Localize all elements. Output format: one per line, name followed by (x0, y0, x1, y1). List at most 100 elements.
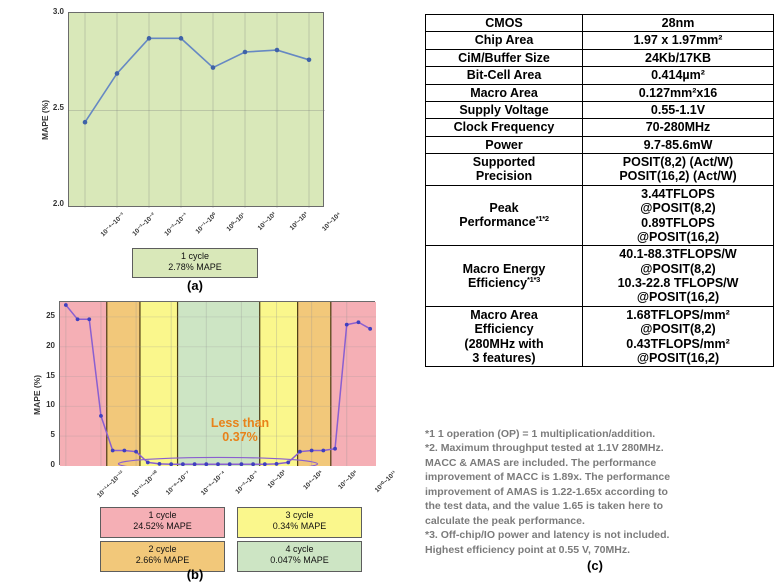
spec-row: Supply Voltage 0.55-1.1V (425, 100, 774, 120)
panel-b-ytick-2: 10 (46, 400, 55, 410)
spec-footnote-line: *3. Off-chip/IO power and latency is not… (425, 529, 670, 542)
spec-row-value: 0.414µm² (582, 66, 774, 85)
spec-row: Power 9.7-85.6mW (425, 135, 774, 155)
legend-line2: 24.52% MAPE (133, 521, 192, 532)
legend-line1: 1 cycle (148, 510, 177, 520)
spec-row-key: CiM/Buffer Size (425, 48, 583, 68)
spec-row-key: Power (425, 135, 583, 155)
panel-b-ytick-1: 5 (50, 430, 55, 440)
spec-row-key: Macro Area (425, 83, 583, 102)
annotation-line2: 0.37% (222, 430, 258, 445)
spec-row: Clock Frequency 70-280MHz (425, 118, 774, 137)
panel-b-legend-2cycle: 2 cycle 2.66% MAPE (100, 541, 225, 572)
panel-a-xtick-0: 10⁻⁴~10⁻³ (99, 211, 127, 239)
panel-a-xtick-2: 10⁻²~10⁻¹ (163, 211, 190, 238)
panel-a-caption: (a) (187, 278, 203, 293)
legend-line1: 1 cycle (180, 251, 209, 261)
panel-a-chart: MAPE (%) 3.0 2.5 2.0 10⁻⁴~10⁻³ 10⁻³~10⁻² 1… (0, 0, 400, 295)
spec-row-value: 9.7-85.6mW (582, 135, 774, 155)
panel-b-legend-3cycle: 3 cycle 0.34% MAPE (237, 507, 362, 538)
panel-b-ytick-4: 20 (46, 340, 55, 350)
legend-line2: 0.34% MAPE (272, 521, 327, 532)
spec-row: Chip Area 1.97 x 1.97mm² (425, 31, 774, 50)
panel-a-plot-area (68, 12, 325, 208)
panel-b-ytick-3: 15 (46, 370, 55, 380)
panel-b-xtick-6: 10⁴~10⁵ (302, 469, 325, 492)
spec-row: Macro Energy Efficiency*1*3 40.1-88.3TFLOP… (425, 245, 774, 307)
spec-row: Peak Performance*1*2 3.44TFLOPS @POSIT(8,2)… (425, 184, 774, 247)
spec-row-key: CMOS (425, 13, 583, 33)
panel-b-xtick-5: 10¹~10² (266, 469, 288, 490)
spec-row-key: Supported Precision (425, 153, 583, 186)
legend-line2: 0.047% MAPE (270, 555, 329, 566)
spec-footnote-line: *1 1 operation (OP) = 1 multiplication/a… (425, 428, 656, 440)
panel-b-plot-area (59, 301, 376, 466)
spec-row-value: 0.127mm²x16 (582, 83, 774, 102)
panel-a-ytick-bottom: 2.0 (52, 199, 64, 208)
spec-table: CMOS 28nm Chip Area 1.97 x 1.97mm² CiM/Buffe… (425, 13, 774, 368)
spec-footnote-marker: *1*3 (527, 274, 541, 284)
spec-row: Macro Area Efficiency (280MHz with 3 featur… (425, 305, 774, 368)
legend-line2: 2.66% MAPE (135, 555, 190, 566)
panel-b-xtick-0: 10⁻¹⁴~10⁻¹² (95, 469, 126, 500)
panel-a-legend-1cycle: 1 cycle 2.78% MAPE (132, 248, 258, 278)
panel-c-spec: CMOS 28nm Chip Area 1.97 x 1.97mm² CiM/Buffe… (415, 0, 783, 588)
panel-a-xtick-4: 10⁰~10¹ (225, 211, 247, 233)
spec-row-value: 40.1-88.3TFLOPS/W @POSIT(8,2) 10.3-22.8 TF… (582, 245, 774, 307)
spec-row: Bit-Cell Area 0.414µm² (425, 66, 774, 85)
panel-b-caption: (b) (186, 567, 204, 582)
spec-row-key: Macro Energy Efficiency*1*3 (425, 245, 583, 307)
annotation-line1: Less than (210, 416, 270, 430)
panel-b-ytick-5: 25 (46, 310, 55, 320)
panel-b-ytick-0: 0 (50, 460, 55, 469)
spec-row: Macro Area 0.127mm²x16 (425, 83, 774, 102)
panel-b-series (60, 302, 376, 466)
spec-row-key: Macro Area Efficiency (280MHz with 3 featur… (425, 305, 583, 368)
panel-b-xtick-2: 10⁻⁸~10⁻⁷ (164, 469, 192, 497)
spec-row: Supported Precision POSIT(8,2) (Act/W) POSI… (425, 153, 774, 186)
legend-line1: 4 cycle (285, 544, 314, 554)
panel-b-chart: MAPE (%) 0 5 10 15 20 25 Less than 0.37% 10⁻¹… (0, 295, 400, 588)
spec-footnote-line: improvement of MACC is 1.89x. The perfor… (425, 471, 671, 484)
spec-footnotes: *1 1 operation (OP) = 1 multiplication/a… (425, 427, 783, 557)
panel-b-xtick-7: 10⁷~10⁸ (337, 469, 360, 491)
spec-footnote-line: Highest efficiency point at 0.55 V, 70MH… (425, 543, 631, 556)
spec-row-value: 3.44TFLOPS @POSIT(8,2) 0.89TFLOPS @POSIT(16… (582, 184, 774, 247)
spec-footnote-line: *2. Maximum throughput tested at 1.1V 28… (425, 442, 664, 455)
spec-row-key: Chip Area (425, 31, 583, 50)
spec-row-value: 1.97 x 1.97mm² (582, 31, 774, 50)
spec-row-value: 70-280MHz (582, 118, 774, 137)
spec-footnote-line: the test data, and the value 1.65 is tak… (425, 500, 664, 513)
panel-b-xtick-1: 10⁻¹¹~10⁻¹⁰ (130, 469, 160, 499)
spec-row-key: Supply Voltage (425, 100, 583, 120)
spec-row-key: Bit-Cell Area (425, 66, 583, 85)
spec-footnote-line: improvement of AMAS is 1.22-1.65x accord… (425, 485, 668, 498)
spec-footnote-line: MACC & AMAS are included. The performanc… (425, 456, 657, 469)
panel-b-xtick-8: 10¹⁰~10¹¹ (374, 469, 399, 495)
panel-a-xtick-7: 10³~10⁴ (320, 211, 343, 233)
spec-row-key: Clock Frequency (425, 118, 583, 137)
spec-row-value: 1.68TFLOPS/mm² @POSIT(8,2) 0.43TFLOPS/mm² @… (582, 305, 774, 368)
spec-row-key: Peak Performance*1*2 (425, 184, 583, 247)
spec-row-value: 24Kb/17KB (582, 48, 774, 68)
panel-b-annotation: Less than 0.37% (180, 416, 300, 445)
spec-footnote-line: calculate the peak performance. (425, 514, 585, 527)
spec-row-value: POSIT(8,2) (Act/W) POSIT(16,2) (Act/W) (582, 153, 774, 186)
panel-b-legend-4cycle: 4 cycle 0.047% MAPE (237, 541, 362, 572)
panel-a-xtick-6: 10²~10³ (288, 211, 310, 232)
spec-row: CiM/Buffer Size 24Kb/17KB (425, 48, 774, 68)
spec-row-value: 28nm (582, 13, 774, 33)
panel-a-xtick-1: 10⁻³~10⁻² (131, 211, 158, 238)
panel-b-legend-1cycle: 1 cycle 24.52% MAPE (100, 507, 225, 538)
legend-line2: 2.78% MAPE (168, 262, 222, 273)
panel-b-xtick-4: 10⁻²~10⁻¹ (234, 469, 261, 496)
legend-line1: 3 cycle (285, 510, 314, 520)
spec-footnote-marker: *1*2 (535, 214, 549, 224)
panel-a-series (69, 13, 325, 208)
panel-b-xtick-3: 10⁻⁵~10⁻⁴ (199, 469, 227, 497)
panel-a-ytick-mid: 2.5 (52, 103, 64, 112)
panel-a-ytick-top: 3.0 (52, 7, 64, 16)
panel-a-xtick-3: 10⁻¹~10⁰ (194, 211, 219, 236)
spec-row: CMOS 28nm (425, 13, 774, 33)
panel-a-xtick-5: 10¹~10² (256, 211, 278, 232)
